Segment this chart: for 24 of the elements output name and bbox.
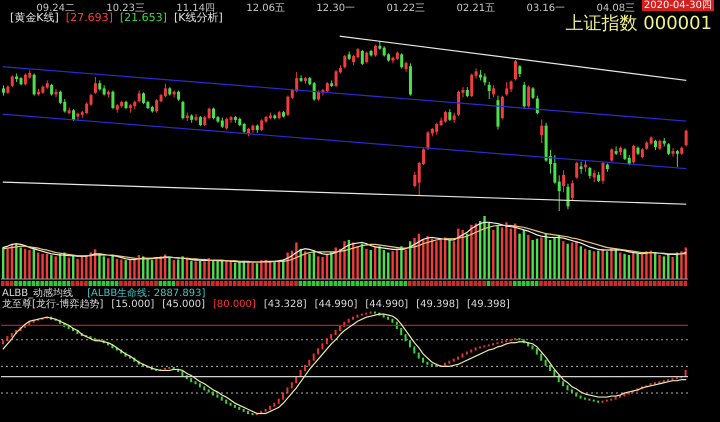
text: [K线分析]: [174, 11, 223, 24]
text: [44.990]: [365, 299, 408, 310]
text: [ALBB生命线: 2887.893]: [87, 288, 206, 299]
chart-title: 上证指数 000001: [566, 13, 712, 34]
x-tick-label: 12.30一: [316, 3, 356, 14]
x-tick-label: 02.21五: [456, 3, 496, 14]
chart-title: 龙至尊[龙行-博弈趋势]: [2, 299, 104, 310]
text: [49.398]: [467, 299, 510, 310]
text: ALBB_动感均线: [2, 288, 74, 299]
x-tick-label: 03.16一: [526, 3, 566, 14]
text: [49.398]: [416, 299, 459, 310]
text: [43.328]: [264, 299, 307, 310]
chart-subtitle: 2020-04-30四: [642, 0, 714, 11]
x-tick-label: 12.06五: [246, 3, 286, 14]
x-tick-label: 10.23三: [106, 3, 146, 14]
text: [21.653]: [120, 11, 167, 24]
text: [15.000]: [111, 299, 154, 310]
text: [80.000]: [213, 299, 256, 310]
text: [44.990]: [314, 299, 358, 310]
text: [黄金K线]: [10, 11, 59, 24]
x-tick-label: 04.08三: [596, 3, 636, 14]
text: [45.000]: [162, 299, 206, 310]
text: [27.693]: [66, 11, 113, 24]
x-tick-label: 01.22三: [386, 3, 426, 14]
